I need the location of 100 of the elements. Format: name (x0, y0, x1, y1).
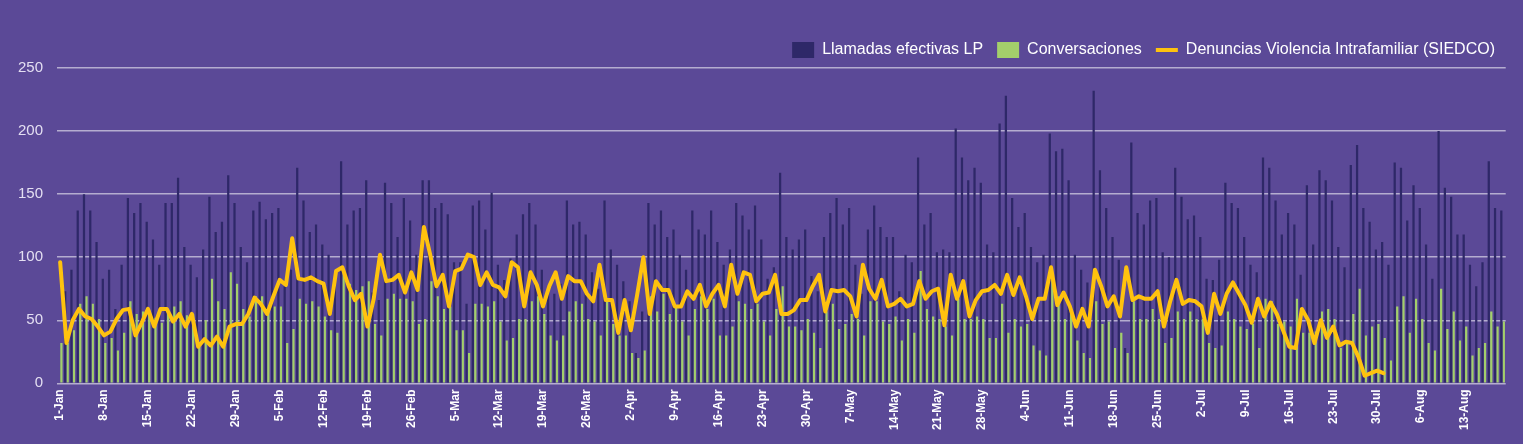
bar (1368, 221, 1371, 383)
bar (60, 342, 63, 383)
bar (725, 335, 728, 383)
bar (380, 335, 383, 383)
x-tick-label: 1-Jan (52, 389, 67, 421)
bar (279, 306, 283, 383)
bar (1477, 348, 1480, 383)
x-tick-label: 7-May (842, 388, 857, 424)
bar (72, 330, 76, 383)
bar (1387, 264, 1390, 383)
bar (1082, 353, 1085, 383)
bar (716, 242, 719, 383)
bar (198, 346, 201, 383)
bar (317, 306, 320, 383)
bar (1496, 326, 1499, 383)
bar (630, 353, 634, 383)
x-tick-label: 6-Aug (1413, 389, 1428, 424)
bar (493, 301, 496, 383)
x-tick-label: 14-May (886, 388, 901, 430)
bar (104, 342, 107, 383)
y-tick-label: 200 (18, 121, 44, 139)
bar (258, 201, 261, 383)
x-tick-label: 16-Jul (1281, 389, 1296, 424)
bar (603, 200, 606, 383)
bar (1067, 180, 1070, 383)
bar (741, 215, 744, 383)
y-tick-label: 250 (18, 58, 44, 76)
bar (919, 271, 922, 383)
bar (988, 337, 991, 383)
bar (1483, 342, 1487, 383)
bar (411, 301, 414, 383)
bar (329, 330, 333, 383)
bar (1214, 348, 1217, 383)
bar (863, 335, 866, 383)
bar (555, 340, 558, 383)
bar (825, 311, 828, 383)
bar (1207, 342, 1211, 383)
bar (455, 330, 458, 383)
bar (461, 330, 464, 383)
bar (323, 316, 326, 383)
bar (1456, 234, 1459, 383)
x-tick-label: 9-Apr (667, 388, 682, 421)
bar (1446, 329, 1449, 383)
bar (486, 306, 489, 383)
bar (1396, 306, 1399, 383)
bar (819, 348, 822, 383)
bar (524, 318, 527, 383)
bar (1123, 348, 1127, 383)
bar (894, 316, 897, 383)
bar (1427, 342, 1430, 383)
x-tick-label: 26-Mar (579, 388, 594, 428)
bar (534, 224, 537, 383)
x-tick-label: 29-Jan (228, 389, 243, 428)
x-tick-label: 5-Feb (271, 389, 286, 422)
bar (1471, 355, 1474, 383)
bar (662, 293, 665, 383)
x-tick-label: 25-Jun (1149, 389, 1164, 428)
x-tick-label: 26-Feb (403, 389, 418, 428)
bar (139, 202, 142, 383)
bar (1088, 358, 1092, 383)
bar (810, 276, 813, 383)
bar (505, 340, 508, 383)
x-tick-label: 30-Jul (1369, 389, 1384, 424)
bar (286, 342, 289, 383)
bar (1007, 332, 1010, 383)
bar (1289, 326, 1292, 383)
bar (869, 301, 872, 383)
x-tick-label: 23-Apr (754, 388, 769, 428)
bar (342, 272, 345, 383)
bar (875, 301, 878, 383)
bar (1412, 185, 1415, 383)
y-tick-label: 150 (18, 184, 44, 202)
bar (637, 358, 640, 383)
bar (292, 329, 295, 383)
bar (731, 326, 734, 383)
bar (1437, 131, 1440, 383)
bar (929, 213, 932, 383)
bar (1233, 318, 1236, 383)
bar (950, 335, 954, 383)
bar (800, 330, 803, 383)
bar (267, 311, 270, 383)
bar (430, 281, 433, 383)
bar (311, 301, 314, 383)
bar (969, 318, 972, 383)
bar (1239, 326, 1242, 383)
bar (835, 197, 838, 383)
bar (273, 306, 276, 383)
x-tick-label: 16-Apr (710, 388, 725, 428)
x-tick-label: 23-Jul (1325, 389, 1340, 424)
bar (1155, 197, 1158, 383)
x-tick-label: 2-Apr (623, 388, 638, 421)
bar (1377, 324, 1380, 383)
bar (900, 340, 903, 383)
bar (973, 167, 976, 383)
bar (530, 301, 533, 383)
bar (1126, 353, 1129, 383)
bar (975, 316, 979, 383)
bar (1157, 318, 1161, 383)
bar (1180, 196, 1183, 383)
x-tick-label: 13-Aug (1457, 389, 1472, 430)
